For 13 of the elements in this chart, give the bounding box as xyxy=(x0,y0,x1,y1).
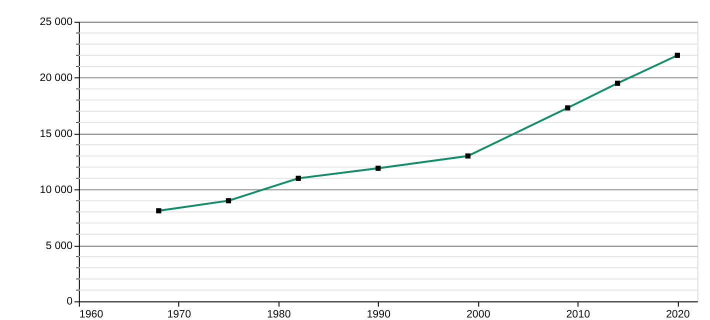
y-tick-label: 0 xyxy=(66,296,73,308)
y-tick-label: 25 000 xyxy=(40,16,73,28)
x-tick-label: 2010 xyxy=(566,308,590,320)
y-tick-label: 10 000 xyxy=(40,184,73,196)
y-tick-label: 15 000 xyxy=(40,128,73,140)
y-tick-label: 20 000 xyxy=(40,72,73,84)
x-tick-label: 2000 xyxy=(466,308,490,320)
y-tick-label: 5 000 xyxy=(46,240,73,252)
x-tick-label: 2020 xyxy=(666,308,690,320)
x-tick-label: 1970 xyxy=(167,308,192,320)
x-tick-label: 1960 xyxy=(79,308,104,320)
x-tick-label: 1980 xyxy=(266,308,291,320)
x-tick-label: 1990 xyxy=(366,308,391,320)
